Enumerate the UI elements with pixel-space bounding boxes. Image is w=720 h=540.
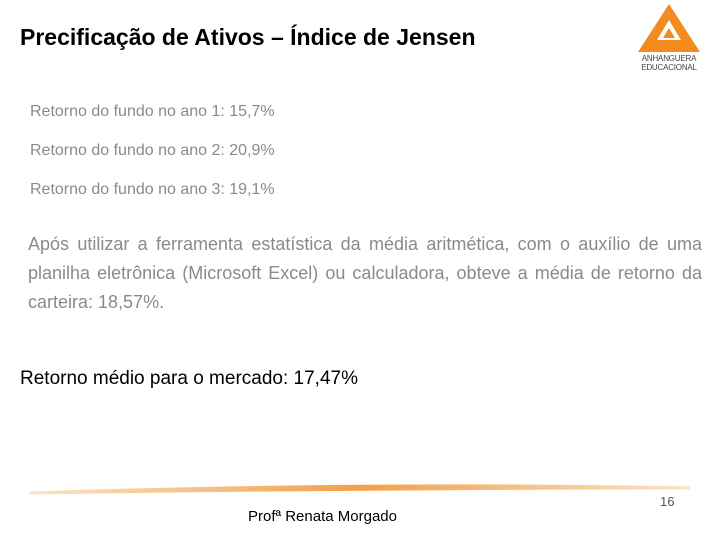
paragraph: Após utilizar a ferramenta estatística d… (28, 234, 702, 312)
swoosh (29, 484, 691, 495)
return-line: Retorno do fundo no ano 1: 15,7% (30, 103, 275, 120)
author: Profª Renata Morgado (248, 508, 397, 525)
market-return: Retorno médio para o mercado: 17,47% (20, 368, 358, 389)
title: Precificação de Ativos – Índice de Jense… (20, 24, 476, 50)
return-line: Retorno do fundo no ano 3: 19,1% (30, 181, 275, 198)
return-line: Retorno do fundo no ano 2: 20,9% (30, 142, 275, 159)
logo-text: ANHANGUERA (641, 54, 697, 63)
logo-text: EDUCACIONAL (641, 63, 697, 72)
logo-icon (638, 4, 700, 52)
page-number: 16 (660, 494, 675, 509)
